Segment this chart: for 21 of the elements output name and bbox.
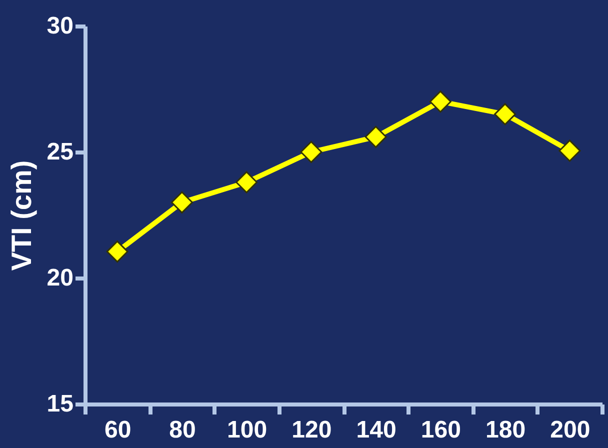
x-tick-label: 140 bbox=[356, 416, 396, 444]
point bbox=[429, 90, 452, 113]
y-tick-label: 15 bbox=[46, 390, 74, 418]
point bbox=[364, 126, 387, 148]
x-tick-label: 200 bbox=[550, 416, 590, 444]
x-tick-label: 120 bbox=[292, 416, 332, 444]
y-axis-title: VTI (cm) bbox=[6, 160, 37, 271]
x-tick-label: 160 bbox=[420, 416, 461, 444]
y-tick-label: 20 bbox=[46, 264, 74, 292]
x-tick-label: 180 bbox=[486, 416, 526, 444]
point bbox=[300, 141, 322, 163]
point bbox=[236, 171, 258, 194]
point bbox=[170, 191, 193, 214]
point bbox=[494, 103, 516, 126]
x-tick-label: 80 bbox=[169, 416, 196, 444]
y-tick-label: 25 bbox=[46, 138, 74, 166]
x-tick-label: 60 bbox=[104, 416, 132, 444]
point bbox=[106, 240, 128, 263]
point bbox=[558, 140, 581, 162]
y-tick-label: 30 bbox=[46, 12, 74, 40]
x-tick-label: 100 bbox=[227, 416, 268, 444]
